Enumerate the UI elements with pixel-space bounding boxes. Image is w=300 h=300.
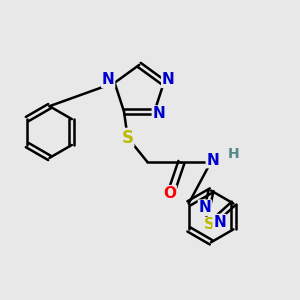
Text: N: N bbox=[198, 200, 211, 215]
Text: N: N bbox=[162, 72, 175, 87]
Text: N: N bbox=[102, 72, 115, 87]
Text: H: H bbox=[227, 147, 239, 161]
Text: O: O bbox=[163, 186, 176, 201]
Text: S: S bbox=[204, 218, 215, 232]
Text: N: N bbox=[213, 214, 226, 230]
Text: N: N bbox=[206, 153, 219, 168]
Text: N: N bbox=[152, 106, 165, 121]
Text: S: S bbox=[122, 128, 134, 146]
